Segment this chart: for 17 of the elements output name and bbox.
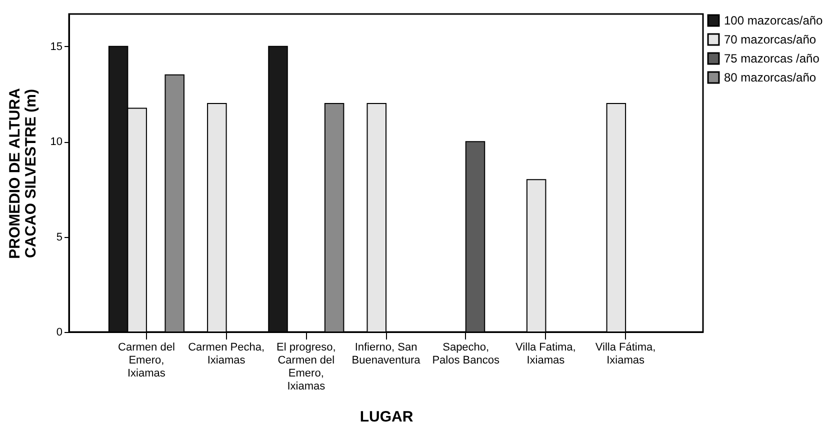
legend-label: 70 mazorcas/año [724,32,816,46]
x-tick-label: Villa Fatima, Ixiamas [516,342,576,366]
x-axis-title: LUGAR [360,408,414,424]
y-tick-label: 5 [56,231,62,244]
legend-label: 80 mazorcas/año [724,70,816,84]
y-tick-label: 10 [50,136,62,148]
legend-label: 100 mazorcas/año [724,14,824,28]
y-axis-title: PROMEDIO DE ALTURA CACAO SILVESTRE (m) [6,88,40,259]
y-tick-label: 0 [56,326,62,338]
x-tick-label: Infierno, San Buenaventura [352,342,422,366]
x-tick-label: Carmen del Emero, Ixiamas [118,342,175,380]
x-tick-label: Carmen Pecha, Ixiamas [188,342,265,366]
x-tick-label: El progreso, Carmen del Emero, Ixiamas [276,342,336,392]
x-tick-label: Villa Fátima, Ixiamas [595,342,656,366]
y-tick-label: 15 [50,40,62,53]
legend-label: 75 mazorcas /año [724,52,820,66]
x-tick-label: Sapecho, Palos Bancos [432,342,500,366]
